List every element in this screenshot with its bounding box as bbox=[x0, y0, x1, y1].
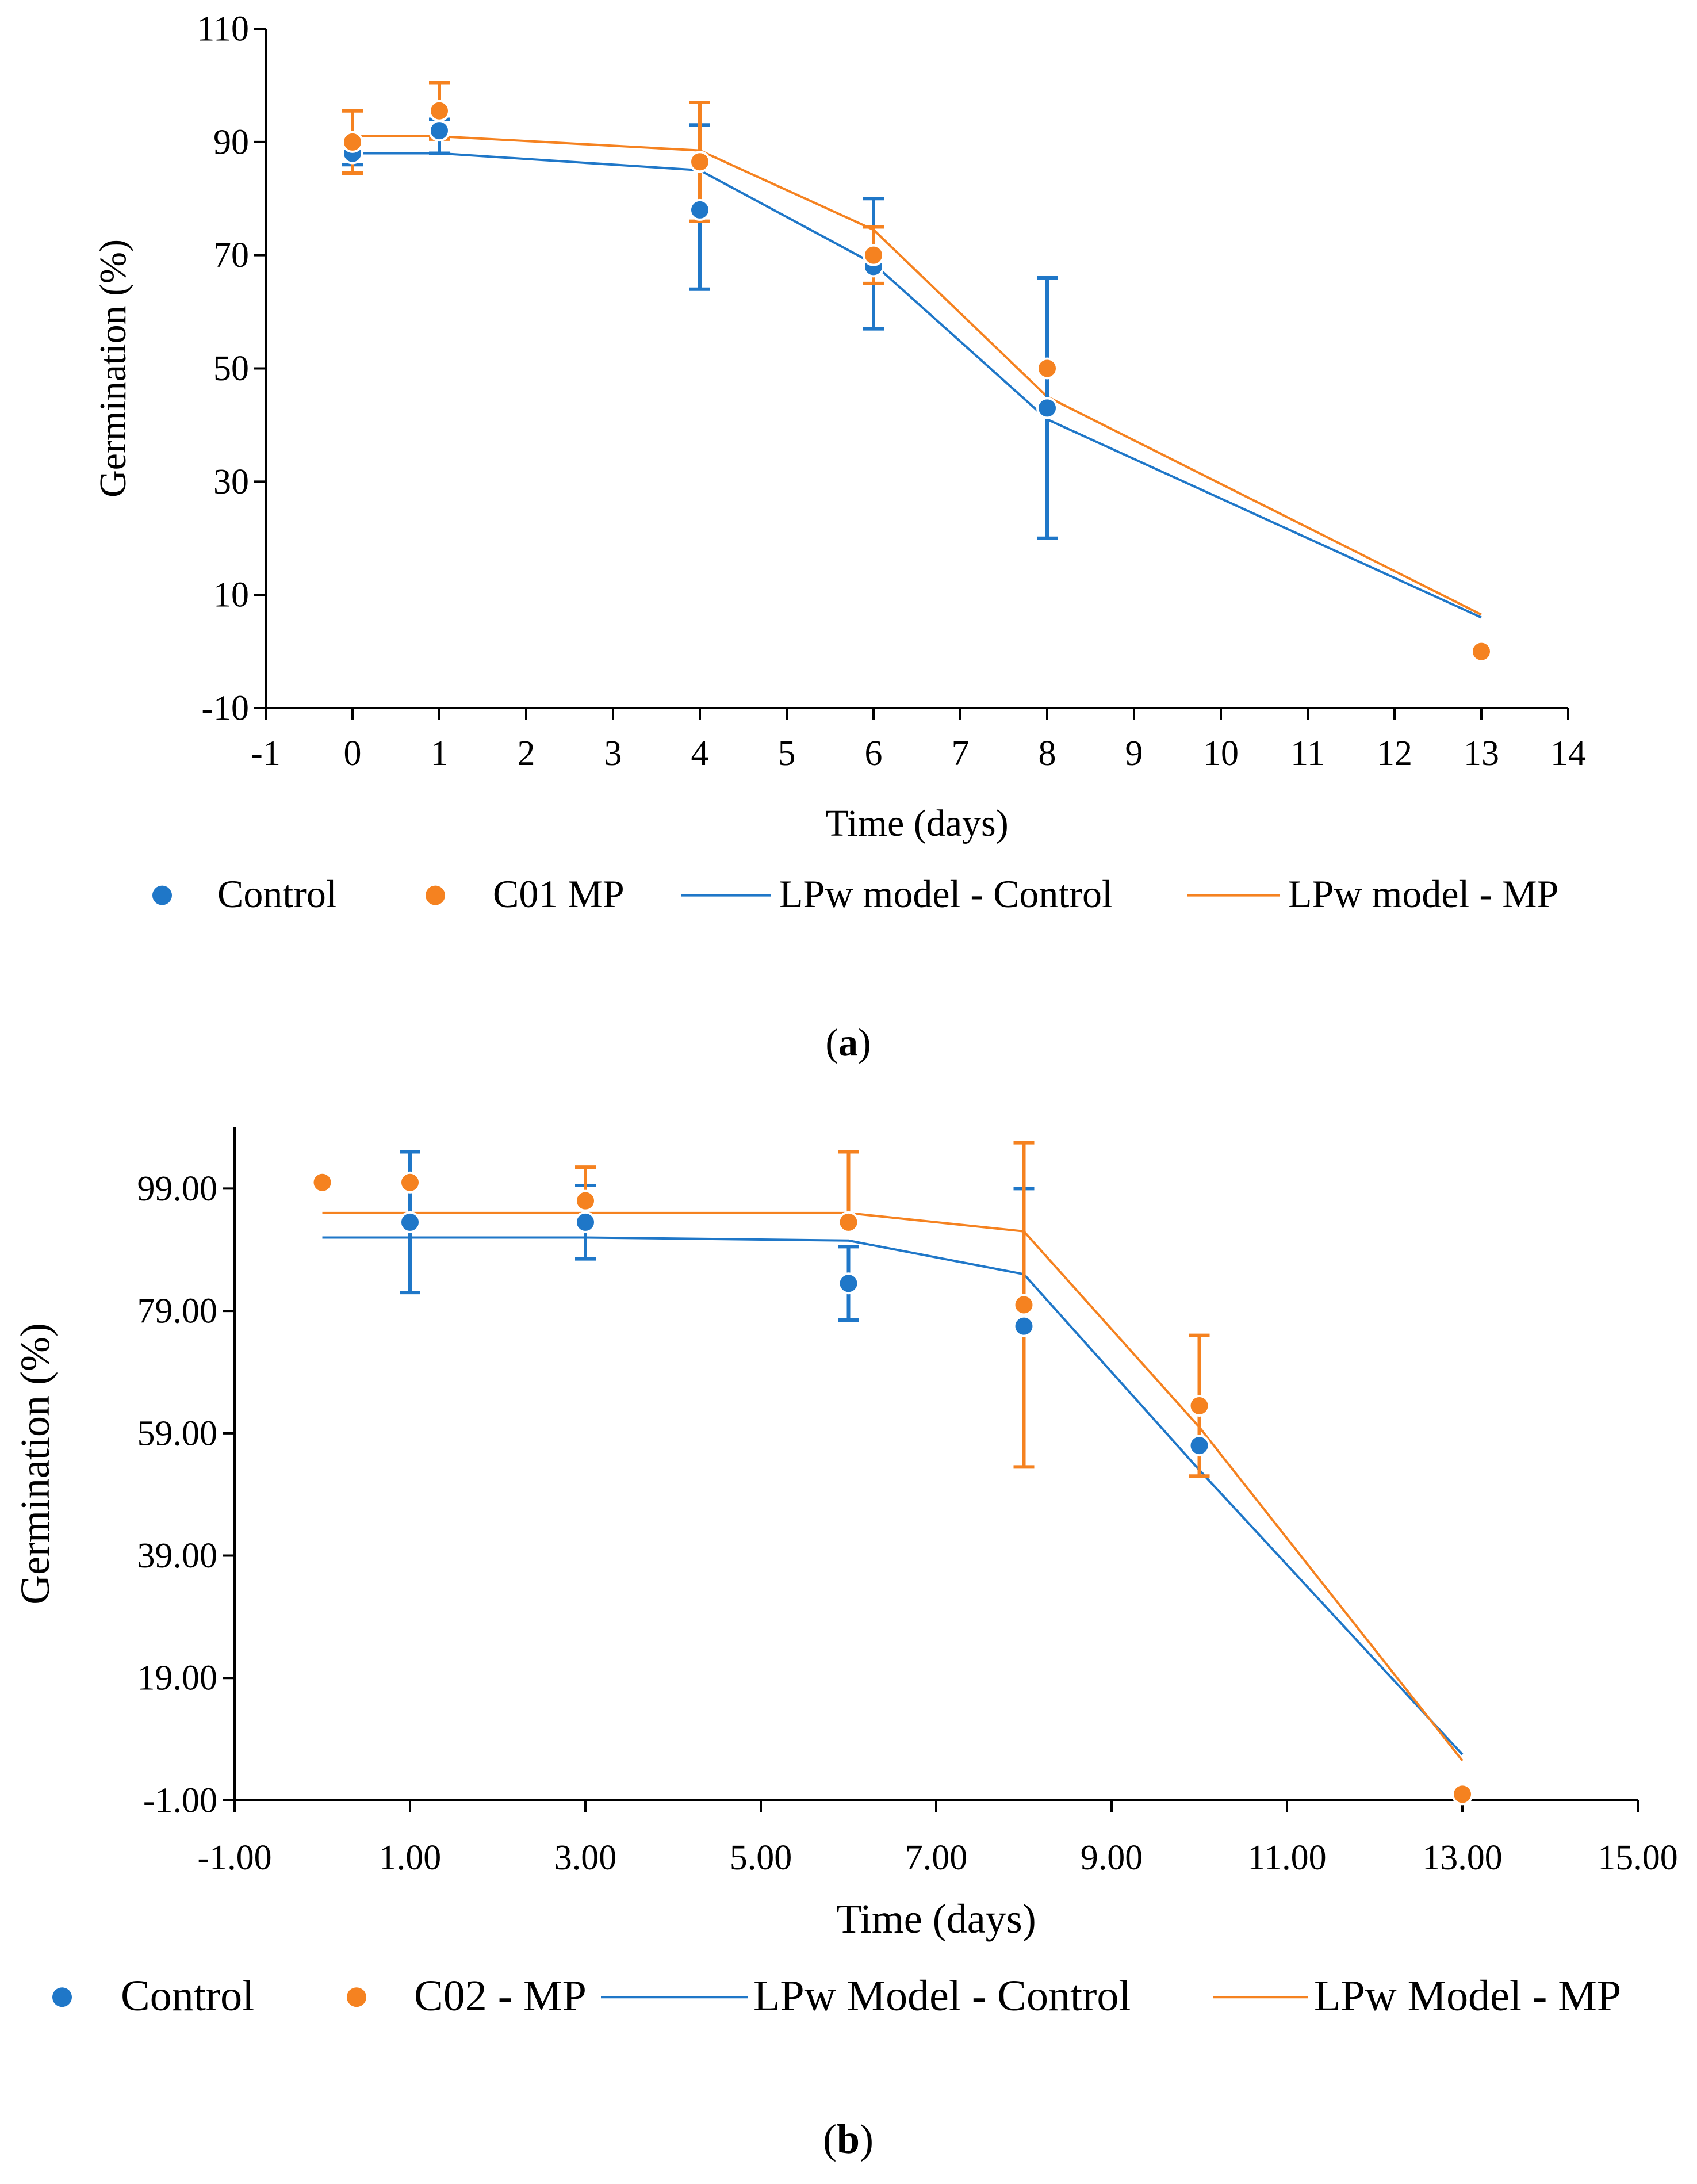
data-point-c01-mp bbox=[863, 244, 884, 266]
x-tick-label: 6 bbox=[865, 734, 883, 773]
y-tick-label: 70 bbox=[213, 236, 249, 275]
x-tick-label: 2 bbox=[518, 734, 535, 773]
x-tick-label: 13 bbox=[1464, 734, 1499, 773]
legend: Control C02 - MP LPw Model - Control LPw Mo… bbox=[52, 1972, 1621, 2020]
x-tick-label: 7.00 bbox=[905, 1838, 968, 1877]
x-tick-label: 1 bbox=[431, 734, 449, 773]
x-tick-label: 0 bbox=[344, 734, 362, 773]
y-tick-label: 30 bbox=[213, 462, 249, 502]
x-tick-label: 7 bbox=[952, 734, 970, 773]
x-axis-title: Time (days) bbox=[825, 802, 1008, 844]
x-tick-label: 11 bbox=[1290, 734, 1325, 773]
y-tick-label: 110 bbox=[197, 9, 249, 48]
x-tick-label: -1.00 bbox=[197, 1838, 271, 1877]
caption-paren-close: ) bbox=[858, 1020, 871, 1064]
x-tick-label: 14 bbox=[1550, 734, 1586, 773]
data-point-control bbox=[428, 120, 450, 142]
panel-caption: (b) bbox=[823, 2116, 874, 2162]
legend-label: LPw model - Control bbox=[779, 872, 1113, 916]
y-tick-label: 59.00 bbox=[137, 1414, 218, 1453]
data-point-control bbox=[399, 1211, 421, 1233]
legend-label: LPw Model - Control bbox=[753, 1972, 1131, 2020]
caption-paren-open: ( bbox=[823, 2116, 837, 2162]
x-tick-label: 13.00 bbox=[1422, 1838, 1503, 1877]
panel-caption: (a) bbox=[825, 1020, 871, 1064]
y-tick-label: 10 bbox=[213, 576, 249, 615]
x-tick-label: 8 bbox=[1039, 734, 1056, 773]
legend-label: Control bbox=[217, 872, 337, 916]
caption-paren-close: ) bbox=[860, 2116, 874, 2162]
data-point-c01-mp bbox=[689, 151, 711, 173]
data-point-c02-mp bbox=[311, 1171, 334, 1194]
series-line-lpw-model-control bbox=[322, 1236, 1464, 1755]
x-tick-label: 1.00 bbox=[379, 1838, 442, 1877]
x-tick-label: -1 bbox=[251, 734, 281, 773]
data-point-c02-mp bbox=[837, 1211, 860, 1233]
data-point-c02-mp bbox=[1013, 1294, 1035, 1316]
data-point-control bbox=[1036, 397, 1058, 419]
legend-label: Control bbox=[121, 1972, 254, 2020]
x-tick-label: 15.00 bbox=[1598, 1838, 1678, 1877]
x-tick-label: 5.00 bbox=[730, 1838, 792, 1877]
y-tick-label: 79.00 bbox=[137, 1292, 218, 1331]
data-point-c01-mp bbox=[428, 100, 450, 122]
series-line-lpw-model-mp bbox=[322, 1211, 1464, 1762]
legend-label: LPw model - MP bbox=[1288, 872, 1558, 916]
x-tick-label: 4 bbox=[691, 734, 709, 773]
data-point-c02-mp bbox=[574, 1189, 596, 1212]
y-tick-label: 39.00 bbox=[137, 1536, 218, 1575]
data-point-control bbox=[1188, 1435, 1210, 1457]
y-tick-label: 19.00 bbox=[137, 1659, 218, 1698]
data-point-c02-mp bbox=[1188, 1394, 1210, 1417]
x-tick-label: 12 bbox=[1377, 734, 1412, 773]
chart-panel-b: -1.00 19.00 39.00 59.00 79.00 99.00 -1.00 1.00 3… bbox=[12, 1127, 1678, 2162]
data-point-control bbox=[574, 1211, 596, 1233]
y-tick-label: 90 bbox=[213, 123, 249, 162]
data-point-c01-mp bbox=[342, 131, 363, 153]
x-tick-label: 9.00 bbox=[1081, 1838, 1143, 1877]
legend-marker bbox=[152, 885, 172, 905]
x-axis-title: Time (days) bbox=[836, 1896, 1036, 1942]
series-line-lpw-model-mp bbox=[353, 135, 1482, 616]
legend-marker bbox=[347, 1987, 366, 2007]
legend-label: C02 - MP bbox=[414, 1972, 587, 2020]
legend-label: LPw Model - MP bbox=[1314, 1972, 1621, 2020]
legend-label: C01 MP bbox=[493, 872, 625, 916]
data-point-c02-mp bbox=[399, 1171, 421, 1194]
x-tick-label: 5 bbox=[778, 734, 796, 773]
y-axis-title: Germination (%) bbox=[12, 1323, 58, 1605]
x-tick-label: 11.00 bbox=[1247, 1838, 1326, 1877]
legend-marker bbox=[426, 885, 445, 905]
data-point-control bbox=[1013, 1315, 1035, 1337]
y-tick-label: 50 bbox=[213, 349, 249, 388]
y-tick-label: -10 bbox=[201, 689, 249, 728]
series-line-lpw-model-control bbox=[353, 152, 1482, 619]
y-tick-label: 99.00 bbox=[137, 1169, 218, 1208]
x-tick-label: 10 bbox=[1203, 734, 1239, 773]
legend-marker bbox=[52, 1987, 72, 2007]
data-point-c02-mp bbox=[1451, 1783, 1473, 1806]
data-point-control bbox=[689, 198, 711, 221]
legend: Control C01 MP LPw model - Control LPw mode… bbox=[152, 872, 1558, 916]
data-point-c01-mp bbox=[1036, 357, 1058, 380]
x-tick-label: 3.00 bbox=[554, 1838, 617, 1877]
y-tick-label: -1.00 bbox=[143, 1781, 217, 1820]
x-tick-label: 3 bbox=[604, 734, 622, 773]
caption-paren-open: ( bbox=[825, 1020, 838, 1064]
caption-letter: a bbox=[838, 1020, 858, 1064]
data-point-control bbox=[837, 1272, 860, 1295]
caption-letter: b bbox=[837, 2116, 860, 2162]
data-point-c01-mp bbox=[1470, 640, 1492, 663]
y-axis-title: Germination (%) bbox=[92, 239, 134, 498]
x-tick-label: 9 bbox=[1125, 734, 1143, 773]
